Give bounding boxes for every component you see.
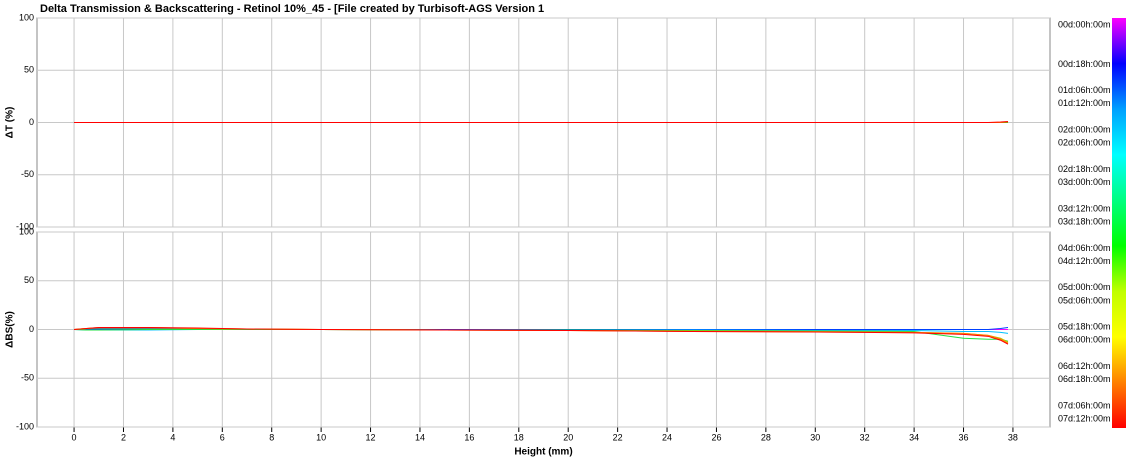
y-tick-label: -100: [16, 421, 34, 431]
x-tick-label: 22: [613, 432, 623, 442]
x-tick-label: 0: [72, 432, 77, 442]
x-axis-label: Height (mm): [514, 447, 572, 458]
x-tick-label: 14: [415, 432, 425, 442]
chart-title: Delta Transmission & Backscattering - Re…: [40, 3, 544, 15]
data-line: [74, 327, 1009, 345]
x-tick-label: 8: [269, 432, 274, 442]
y-tick-label: 0: [29, 324, 34, 334]
colorbar-label: 00d:00h:00m: [1058, 19, 1111, 29]
colorbar-label: 03d:00h:00m: [1058, 177, 1111, 187]
x-tick-label: 36: [959, 432, 969, 442]
y-tick-label: -50: [21, 169, 34, 179]
x-tick-label: 16: [464, 432, 474, 442]
x-tick-label: 2: [121, 432, 126, 442]
y-tick-label: 100: [19, 12, 34, 22]
colorbar-label: 02d:00h:00m: [1058, 124, 1111, 134]
x-tick-label: 4: [170, 432, 175, 442]
colorbar-label: 02d:06h:00m: [1058, 138, 1111, 148]
colorbar-label: 04d:06h:00m: [1058, 243, 1111, 253]
colorbar-label: 01d:06h:00m: [1058, 85, 1111, 95]
y-tick-label: -50: [21, 373, 34, 383]
y-tick-label: 100: [19, 226, 34, 236]
y-tick-label: 50: [24, 65, 34, 75]
x-tick-label: 24: [662, 432, 672, 442]
y-tick-label: -100: [16, 221, 34, 231]
colorbar-label: 05d:06h:00m: [1058, 295, 1111, 305]
x-tick-label: 38: [1008, 432, 1018, 442]
colorbar-label: 06d:00h:00m: [1058, 335, 1111, 345]
colorbar-label: 05d:00h:00m: [1058, 282, 1111, 292]
y-tick-label: 50: [24, 275, 34, 285]
colorbar-label: 06d:12h:00m: [1058, 361, 1111, 371]
x-tick-label: 34: [909, 432, 919, 442]
x-tick-label: 12: [366, 432, 376, 442]
x-tick-label: 18: [514, 432, 524, 442]
y-axis-label: ΔT (%): [5, 107, 16, 139]
colorbar-label: 04d:12h:00m: [1058, 256, 1111, 266]
colorbar-label: 05d:18h:00m: [1058, 322, 1111, 332]
y-axis-label: ΔBS(%): [5, 311, 16, 348]
x-tick-label: 20: [563, 432, 573, 442]
colorbar: [1112, 18, 1126, 428]
colorbar-label: 02d:18h:00m: [1058, 164, 1111, 174]
x-tick-label: 10: [316, 432, 326, 442]
x-tick-label: 26: [711, 432, 721, 442]
x-tick-label: 30: [810, 432, 820, 442]
y-tick-label: 0: [29, 117, 34, 127]
colorbar-label: 03d:12h:00m: [1058, 203, 1111, 213]
colorbar-label: 06d:18h:00m: [1058, 374, 1111, 384]
colorbar-label: 07d:12h:00m: [1058, 414, 1111, 424]
x-tick-label: 28: [761, 432, 771, 442]
x-tick-label: 6: [220, 432, 225, 442]
data-line: [74, 120, 1009, 123]
colorbar-label: 01d:12h:00m: [1058, 98, 1111, 108]
colorbar-label: 03d:18h:00m: [1058, 216, 1111, 226]
colorbar-label: 00d:18h:00m: [1058, 59, 1111, 69]
colorbar-label: 07d:06h:00m: [1058, 400, 1111, 410]
x-tick-label: 32: [860, 432, 870, 442]
